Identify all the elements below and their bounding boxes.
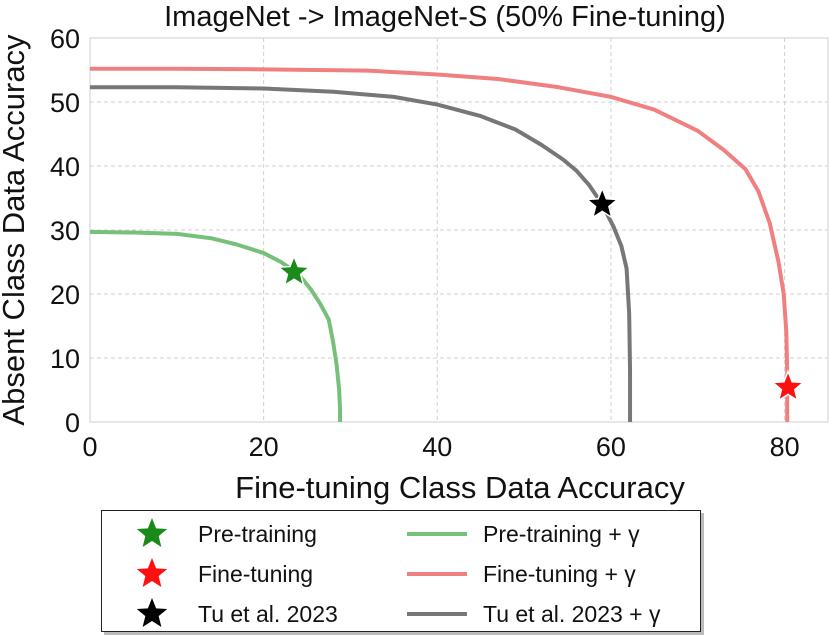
- chart-canvas: ImageNet -> ImageNet-S (50% Fine-tuning)…: [0, 1, 829, 505]
- x-tick-label: 0: [82, 432, 97, 462]
- y-axis-label: Absent Class Data Accuracy: [0, 34, 31, 426]
- plot-area: 0 20 40 60 80 0 10 20 30 40 50 60: [50, 24, 829, 462]
- star-marker: [276, 254, 312, 287]
- legend: Pre-training Fine-tuning Tu et al. 2023 …: [101, 510, 701, 632]
- legend-item-fine-tuning-gamma: Fine-tuning + γ: [397, 554, 636, 594]
- x-axis-label: Fine-tuning Class Data Accuracy: [235, 470, 685, 505]
- series-line: [90, 85, 633, 422]
- series-line: [90, 66, 790, 422]
- legend-label: Tu et al. 2023: [198, 600, 338, 627]
- y-tick-label: 60: [50, 24, 80, 54]
- legend-line-icon: [397, 594, 477, 634]
- legend-label: Tu et al. 2023 + γ: [483, 600, 661, 627]
- x-tick-label: 60: [596, 432, 626, 462]
- legend-item-pre-training-gamma: Pre-training + γ: [397, 514, 640, 554]
- y-tick-label: 30: [50, 216, 80, 246]
- chart-title: ImageNet -> ImageNet-S (50% Fine-tuning): [164, 1, 726, 33]
- legend-item-tu-et-al: Tu et al. 2023: [112, 594, 338, 634]
- legend-line-icon: [397, 514, 477, 554]
- legend-label: Pre-training: [198, 520, 317, 547]
- legend-item-tu-et-al-gamma: Tu et al. 2023 + γ: [397, 594, 661, 634]
- y-tick-label: 0: [65, 408, 80, 438]
- plot-frame: [89, 37, 829, 423]
- legend-line-icon: [397, 554, 477, 594]
- x-tick-label: 40: [422, 432, 452, 462]
- legend-star-icon: [112, 594, 192, 634]
- legend-star-icon: [112, 514, 192, 554]
- series-line: [89, 229, 343, 422]
- star-marker: [585, 186, 620, 219]
- x-tick-label: 20: [249, 432, 279, 462]
- y-tick-label: 50: [50, 88, 80, 118]
- y-tick-label: 40: [50, 152, 80, 182]
- legend-label: Fine-tuning + γ: [483, 560, 636, 587]
- y-tick-label: 20: [50, 280, 80, 310]
- star-marker: [770, 369, 806, 403]
- legend-label: Pre-training + γ: [483, 520, 640, 547]
- plot-background: [90, 38, 828, 422]
- x-tick-label: 80: [770, 432, 800, 462]
- legend-star-icon: [112, 554, 192, 594]
- y-tick-label: 10: [50, 344, 80, 374]
- legend-label: Fine-tuning: [198, 560, 314, 587]
- legend-item-pre-training: Pre-training: [112, 514, 317, 554]
- legend-item-fine-tuning: Fine-tuning: [112, 554, 313, 594]
